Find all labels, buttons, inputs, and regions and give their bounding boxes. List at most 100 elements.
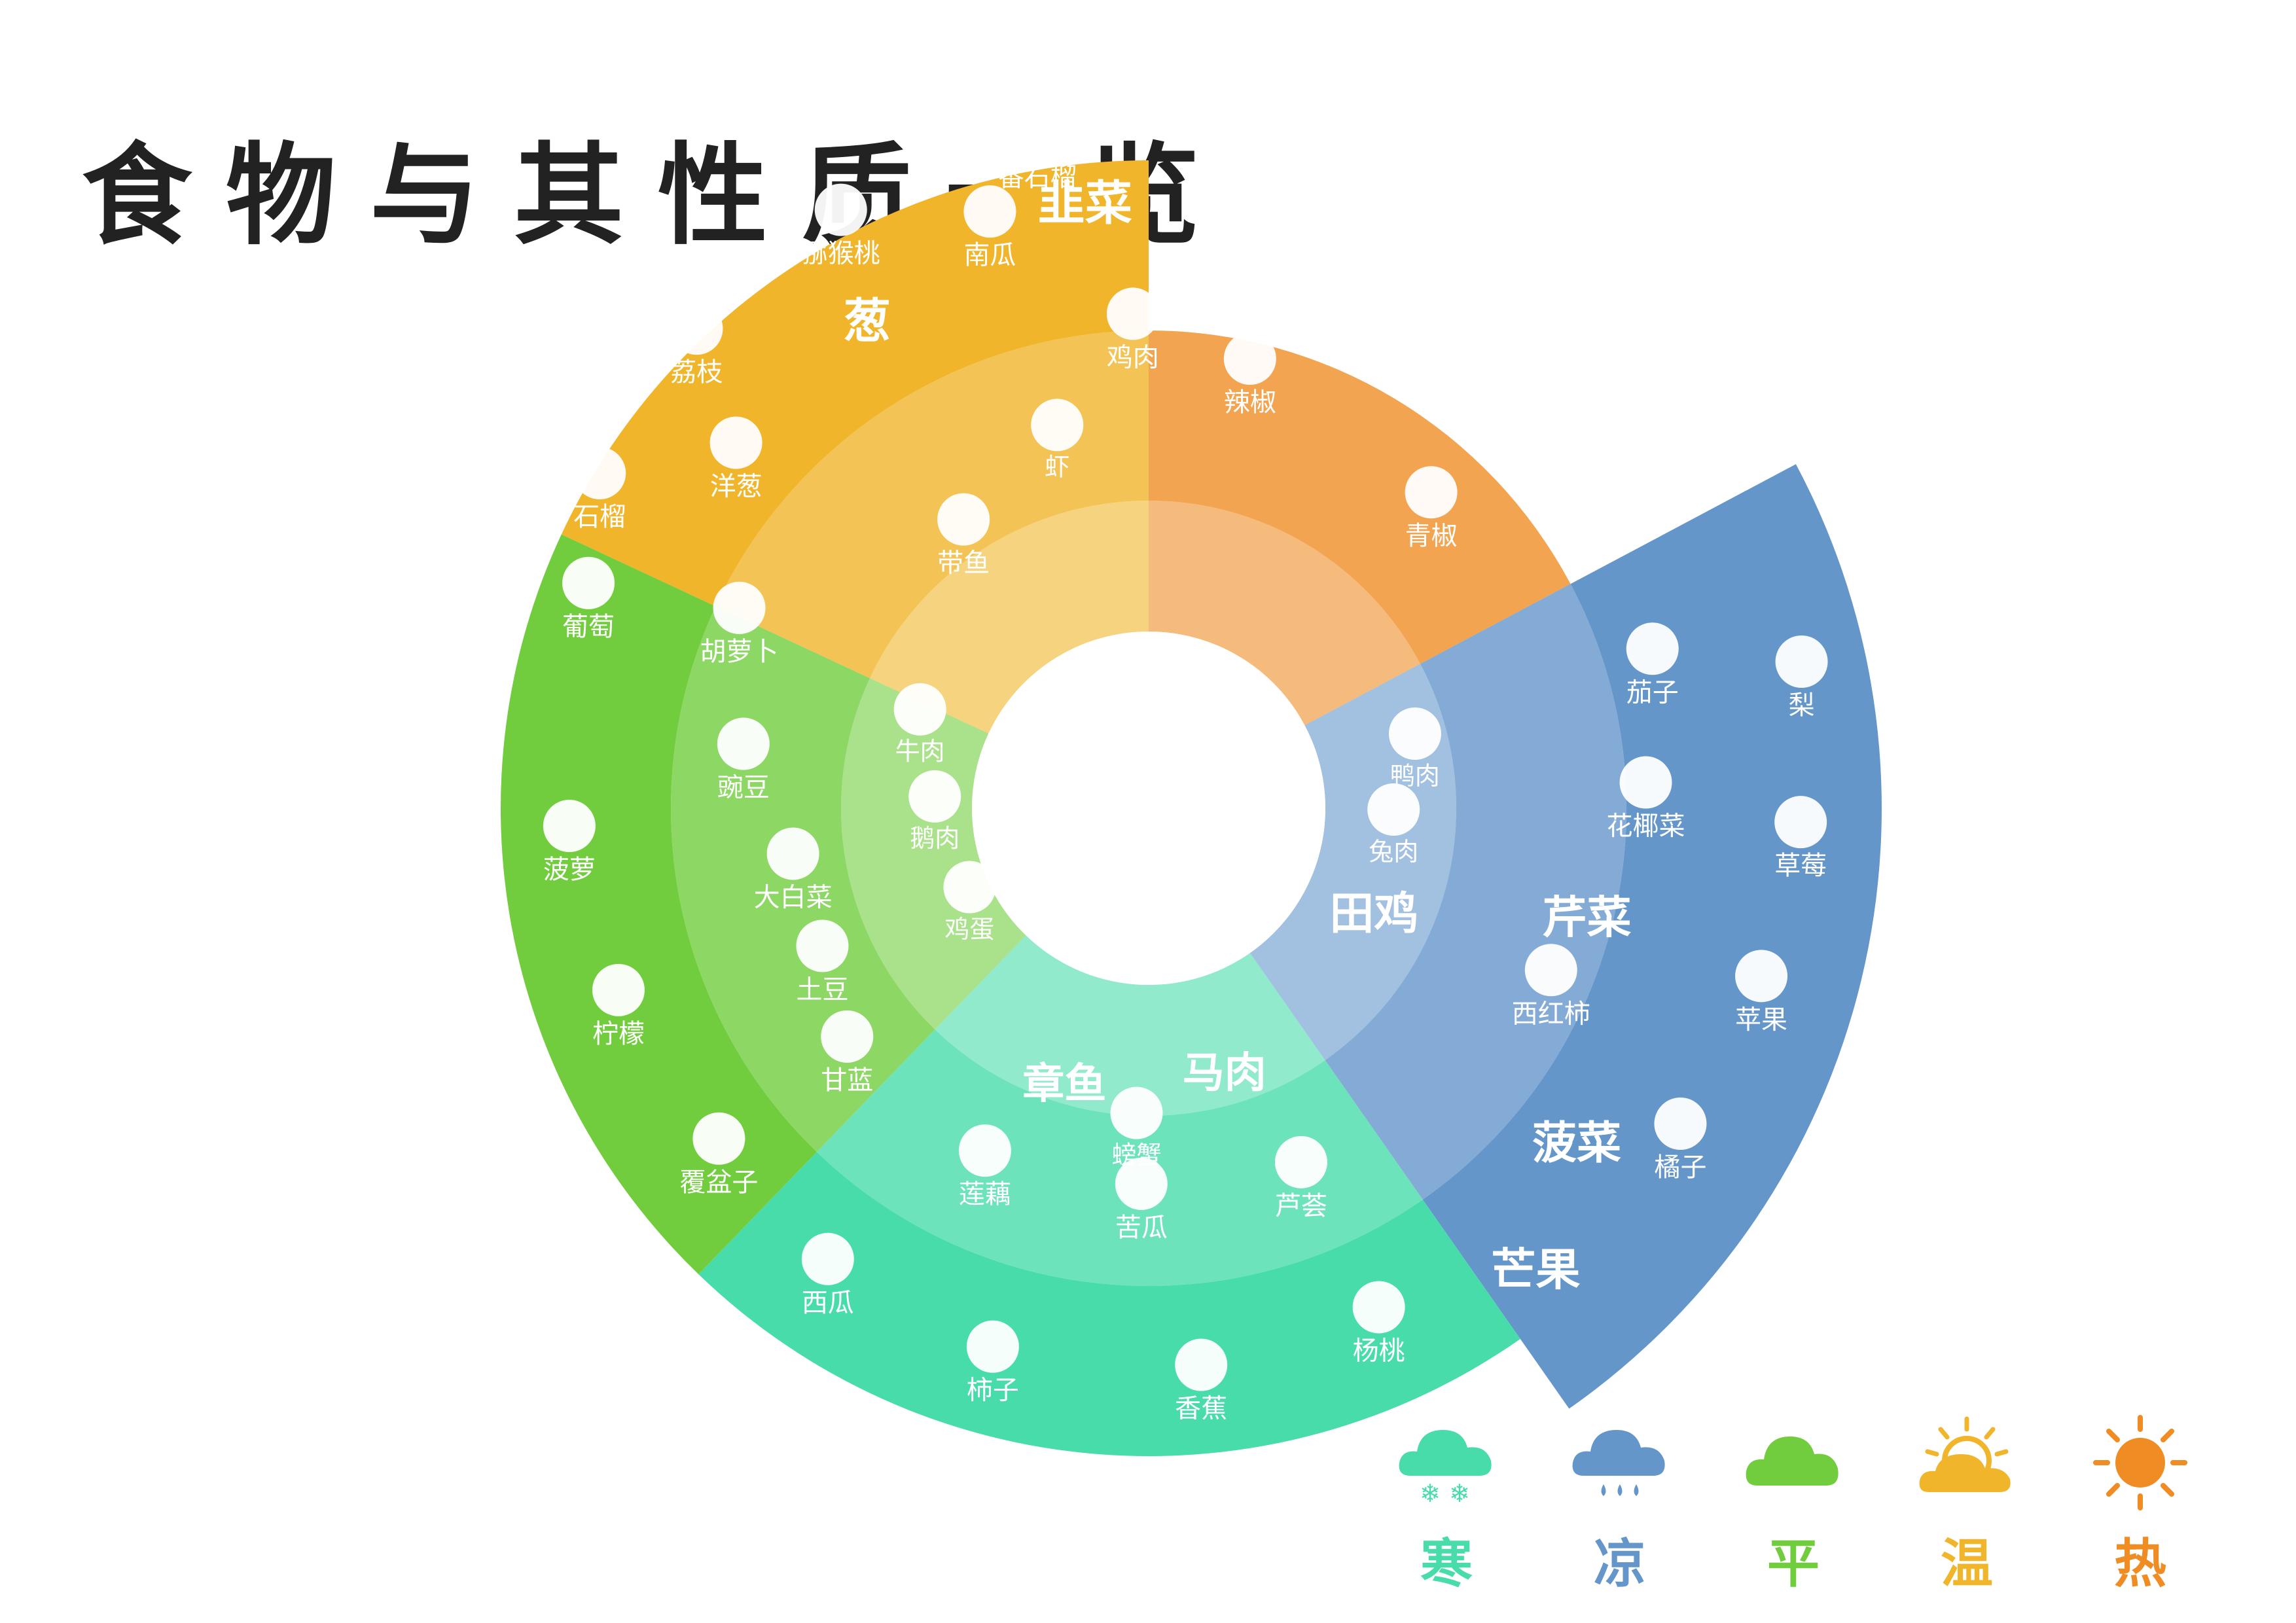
label-cool-inner: 鸭肉 xyxy=(1390,761,1440,790)
label-cool-big: 芹菜 xyxy=(1542,893,1631,944)
food-icon xyxy=(966,1320,1019,1373)
label-warm-middle: 鸡肉 xyxy=(1107,342,1159,372)
label-cool-big: 芒果 xyxy=(1491,1245,1580,1296)
food-icon xyxy=(963,185,1016,238)
food-icon xyxy=(1367,783,1420,836)
legend-item-warm: 温 xyxy=(1901,1414,2032,1603)
label-neutral-middle: 甘蓝 xyxy=(821,1065,873,1096)
cloud-icon xyxy=(1746,1436,1839,1486)
label-cold-outer: 西瓜 xyxy=(802,1288,854,1318)
label-cold-middle: 苦瓜 xyxy=(1115,1213,1168,1243)
label-neutral-inner: 牛肉 xyxy=(895,737,945,766)
food-icon xyxy=(1775,635,1828,688)
label-neutral-inner: 鹅肉 xyxy=(910,824,960,853)
label-warm-inner: 虾 xyxy=(1045,453,1069,482)
ring-cool-middle xyxy=(1325,584,1626,1200)
ring-warm-outer xyxy=(561,160,1149,607)
food-icon xyxy=(1352,1281,1405,1334)
svg-text:❄: ❄ xyxy=(1449,1479,1470,1508)
label-neutral-outer: 菠萝 xyxy=(543,855,596,885)
label-cool-middle: 花椰菜 xyxy=(1607,812,1685,842)
food-icon xyxy=(801,1232,854,1285)
legend-label-warm: 温 xyxy=(1941,1533,1993,1594)
legend: ❄ ❄ 寒 凉 平 温 xyxy=(1381,1414,2245,1603)
legend-item-cold: ❄ ❄ 寒 xyxy=(1381,1414,1512,1603)
food-icon xyxy=(1193,234,1246,287)
label-cool-big: 田鸡 xyxy=(1329,888,1418,940)
rain-cloud-icon xyxy=(1572,1430,1665,1496)
ring-neutral-outer xyxy=(500,534,817,1275)
center-hole xyxy=(972,632,1325,985)
label-cool-outer: 苹果 xyxy=(1735,1005,1787,1035)
label-neutral-middle: 胡萝卜 xyxy=(700,637,779,667)
label-cold-outer: 香蕉 xyxy=(1175,1393,1227,1423)
food-icon xyxy=(573,447,626,500)
ring-cold-middle xyxy=(816,1029,1423,1286)
label-warm-outer: 荔枝 xyxy=(670,357,723,387)
label-warm-big: 韭菜 xyxy=(1038,175,1132,230)
ring-cool-outer xyxy=(1422,464,1882,1409)
ring-hot-middle xyxy=(1149,330,1571,664)
food-icon xyxy=(1106,287,1159,340)
label-cool-outer: 梨 xyxy=(1789,690,1815,721)
food-icon xyxy=(1223,332,1276,385)
label-cool-middle: 茄子 xyxy=(1626,677,1679,707)
legend-item-neutral: 平 xyxy=(1728,1414,1859,1603)
ring-cold-inner xyxy=(935,935,1325,1116)
svg-text:❄: ❄ xyxy=(1420,1479,1441,1508)
food-icon xyxy=(1405,466,1458,519)
food-icon xyxy=(1774,796,1827,849)
label-warm-outer: 猕猴桃 xyxy=(802,239,880,269)
label-cold-outer: 柿子 xyxy=(967,1376,1019,1406)
sun-cloud-icon xyxy=(1919,1416,2011,1492)
food-icon xyxy=(717,717,770,770)
ring-hot-inner xyxy=(1149,501,1420,726)
food-icon xyxy=(821,1010,874,1063)
label-neutral-middle: 大白菜 xyxy=(754,882,833,912)
label-cold-big: 马肉 xyxy=(1183,1049,1266,1097)
label-warm-outer: 石榴 xyxy=(573,502,626,532)
food-icon xyxy=(562,556,615,609)
ring-warm-inner xyxy=(870,501,1149,734)
food-icon xyxy=(1115,1157,1168,1210)
food-icon xyxy=(908,770,961,823)
label-cool-outer: 橘子 xyxy=(1654,1152,1706,1183)
label-hot-middle: 辣椒 xyxy=(1224,387,1276,418)
label-neutral-inner: 鸡蛋 xyxy=(944,915,994,944)
food-icon xyxy=(1175,1338,1228,1391)
food-icon xyxy=(943,861,996,914)
food-icon xyxy=(1274,1135,1327,1188)
legend-label-cold: 寒 xyxy=(1420,1533,1473,1594)
ring-neutral-inner xyxy=(841,678,1026,1030)
label-cold-middle: 芦荟 xyxy=(1275,1191,1327,1221)
food-icon xyxy=(592,963,645,1016)
label-hot-middle: 青椒 xyxy=(1405,521,1458,551)
food-icon xyxy=(1388,707,1441,760)
legend-label-neutral: 平 xyxy=(1767,1533,1820,1594)
food-icon xyxy=(958,1124,1011,1177)
label-neutral-middle: 豌豆 xyxy=(717,773,770,803)
food-icon xyxy=(893,683,946,736)
label-neutral-middle: 土豆 xyxy=(796,974,848,1005)
food-icon xyxy=(1619,756,1672,809)
label-cold-middle: 莲藕 xyxy=(959,1179,1011,1209)
label-hot-outer: 樱桃 xyxy=(1556,455,1608,486)
food-icon xyxy=(713,581,766,634)
label-warm-middle: 南瓜 xyxy=(963,240,1016,270)
legend-label-hot: 热 xyxy=(2114,1533,2166,1594)
food-icon xyxy=(1735,950,1788,1003)
legend-item-hot: 热 xyxy=(2075,1414,2206,1603)
label-warm-outer: 番石榴 xyxy=(998,162,1077,192)
food-icon xyxy=(766,827,819,880)
food-icon xyxy=(1011,107,1064,160)
ring-cold-outer xyxy=(698,1152,1520,1456)
label-cold-inner: 螃蟹 xyxy=(1111,1141,1161,1169)
food-icon xyxy=(1626,622,1679,675)
food-icon xyxy=(1110,1086,1163,1139)
label-cool-outer: 草莓 xyxy=(1774,851,1827,881)
label-cool-inner: 兔肉 xyxy=(1369,837,1418,866)
legend-label-cool: 凉 xyxy=(1594,1533,1646,1594)
label-warm-inner: 带鱼 xyxy=(937,548,990,579)
food-icon xyxy=(937,493,990,546)
food-icon xyxy=(796,919,849,972)
